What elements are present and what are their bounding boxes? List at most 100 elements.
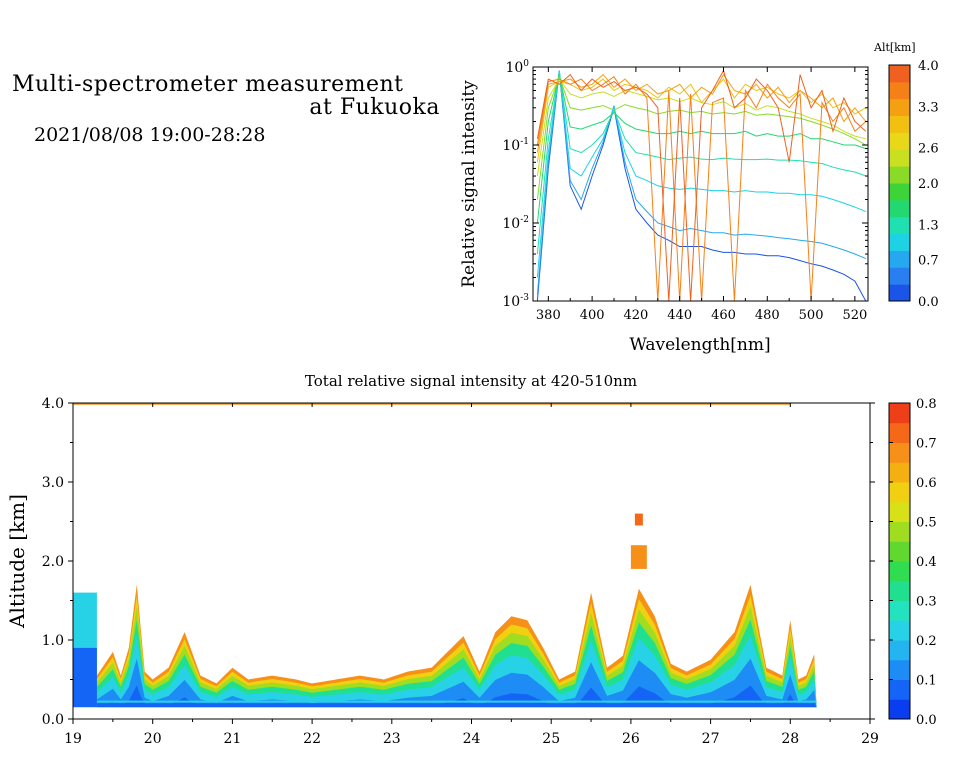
intensity-colorbar-swatch	[889, 640, 910, 661]
spectrum-x-tick-label: 480	[755, 308, 780, 323]
heatmap-x-tick-label: 24	[463, 731, 481, 747]
heatmap-y-tick-label: 0.0	[42, 712, 64, 728]
spectrum-series-line	[536, 69, 867, 301]
spectrum-series-line	[536, 74, 866, 224]
spectrum-x-tick-label: 460	[711, 308, 736, 323]
heatmap-y-axis-label: Altitude [km]	[5, 494, 29, 629]
heatmap-x-tick-label: 20	[144, 731, 162, 747]
intensity-colorbar-swatch	[889, 561, 910, 582]
spectrum-series-line	[536, 73, 867, 153]
heatmap-x-tick-label: 25	[542, 731, 560, 747]
heatmap-title: Total relative signal intensity at 420-5…	[305, 372, 637, 390]
spectrum-x-tick-label: 400	[580, 308, 605, 323]
heatmap-x-tick-label: 21	[223, 731, 241, 747]
altitude-colorbar-swatch	[889, 166, 910, 184]
intensity-colorbar-swatch	[889, 422, 910, 443]
heatmap-plume	[630, 545, 647, 569]
intensity-colorbar-swatch	[889, 580, 910, 601]
altitude-colorbar-tick-label: 2.0	[918, 177, 939, 192]
intensity-colorbar-tick-label: 0.8	[916, 397, 937, 412]
heatmap-y-ticks: 0.0 1.0 2.0 3.0 4.0	[42, 396, 875, 728]
altitude-colorbar-tick-label: 0.7	[918, 254, 939, 269]
date-range: 2021/08/08 19:00-28:28	[34, 124, 266, 146]
spectrum-chart: 380 400 420 440 460 480 500 520 10-3 10-2 10-1 100…	[459, 41, 939, 355]
page-title: Multi-spectrometer measurement	[12, 72, 404, 97]
altitude-colorbar-tick-label: 4.0	[918, 59, 939, 74]
altitude-colorbar-tick-label: 1.3	[918, 218, 939, 233]
intensity-colorbar-swatch	[889, 699, 910, 720]
spectrum-y-tick-label: 10-1	[502, 137, 529, 154]
intensity-colorbar-swatch	[889, 600, 910, 621]
altitude-colorbar-swatch	[889, 233, 910, 251]
heatmap-x-tick-label: 22	[303, 731, 321, 747]
intensity-colorbar-tick-label: 0.6	[916, 476, 937, 491]
spectrum-x-tick-label: 380	[536, 308, 561, 323]
altitude-colorbar-swatch	[889, 216, 910, 235]
spectrum-series-line	[536, 75, 867, 301]
intensity-colorbar-tick-label: 0.7	[916, 437, 937, 452]
heatmap-x-tick-label: 28	[781, 731, 799, 747]
heatmap-x-ticks: 19 20 21 22 23 24 25 26 27 28 29	[64, 403, 879, 747]
heatmap-y-tick-label: 2.0	[42, 554, 64, 570]
altitude-colorbar-swatch	[889, 284, 910, 302]
spectrum-y-tick-label: 100	[505, 59, 529, 76]
heatmap-x-tick-label: 26	[622, 731, 640, 747]
heatmap-intensity-band	[73, 647, 97, 708]
spectrum-y-tick-label: 10-2	[502, 215, 529, 232]
intensity-colorbar-swatch	[889, 501, 910, 522]
heatmap-chart: Total relative signal intensity at 420-5…	[5, 372, 937, 747]
altitude-colorbar-swatch	[889, 81, 910, 100]
altitude-colorbar-swatch	[889, 115, 910, 133]
altitude-colorbar-swatch	[889, 65, 910, 83]
intensity-colorbar-swatch	[889, 541, 910, 562]
heatmap-x-tick-label: 19	[64, 731, 82, 747]
intensity-colorbar-tick-label: 0.5	[916, 516, 937, 531]
spectrum-series-line	[536, 72, 866, 255]
spectrum-x-ticks: 380 400 420 440 460 480 500 520	[536, 67, 867, 323]
intensity-colorbar-tick-label: 0.3	[916, 595, 937, 610]
altitude-colorbar-swatch	[889, 183, 910, 201]
title-block: Multi-spectrometer measurement at Fukuok…	[12, 72, 440, 120]
intensity-colorbar: 0.0 0.1 0.2 0.3 0.4 0.5 0.6 0.7 0.8	[888, 397, 937, 728]
heatmap-y-tick-label: 4.0	[42, 396, 64, 412]
spectrum-lines	[536, 69, 867, 301]
intensity-colorbar-swatch	[889, 659, 910, 680]
altitude-colorbar-tick-label: 0.0	[918, 295, 939, 310]
intensity-colorbar-swatch	[889, 403, 910, 424]
altitude-colorbar-title: Alt[km]	[873, 41, 916, 54]
spectrum-x-tick-label: 440	[667, 308, 692, 323]
altitude-colorbar-swatch	[889, 149, 910, 167]
spectrum-series-line	[536, 75, 867, 200]
intensity-colorbar-tick-label: 0.4	[916, 555, 937, 570]
heatmap-y-tick-label: 3.0	[42, 475, 64, 491]
altitude-colorbar-tick-label: 3.3	[918, 100, 939, 115]
spectrum-y-axis-label: Relative signal intensity	[459, 80, 479, 288]
altitude-colorbar-swatch	[889, 98, 910, 117]
spectrum-series-line	[536, 70, 866, 295]
intensity-colorbar-swatch	[889, 482, 910, 503]
heatmap-y-tick-label: 1.0	[42, 633, 64, 649]
spectrum-y-ticks: 10-3 10-2 10-1 100	[502, 59, 868, 310]
spectrum-x-tick-label: 520	[842, 308, 867, 323]
heatmap-plot	[73, 403, 817, 708]
page-subtitle: at Fukuoka	[309, 95, 440, 120]
spectrum-series-line	[536, 70, 867, 301]
spectrum-y-tick-label: 10-3	[502, 293, 529, 310]
intensity-colorbar-swatch	[889, 521, 910, 542]
altitude-colorbar-tick-label: 2.6	[918, 142, 939, 157]
spectrum-series-line	[536, 70, 866, 278]
altitude-colorbar-swatch	[889, 199, 910, 218]
heatmap-plume	[634, 513, 643, 526]
altitude-colorbar-swatch	[889, 132, 910, 150]
intensity-colorbar-swatch	[889, 620, 910, 641]
intensity-colorbar-swatch	[889, 462, 910, 483]
intensity-colorbar-swatch	[889, 442, 910, 463]
altitude-colorbar-swatch	[889, 267, 910, 285]
heatmap-x-tick-label: 29	[861, 731, 879, 747]
spectrum-series-line	[536, 78, 867, 163]
heatmap-x-tick-label: 27	[702, 731, 720, 747]
intensity-colorbar-swatch	[889, 679, 910, 700]
altitude-colorbar-swatch	[889, 250, 910, 268]
spectrum-frame	[532, 66, 869, 302]
